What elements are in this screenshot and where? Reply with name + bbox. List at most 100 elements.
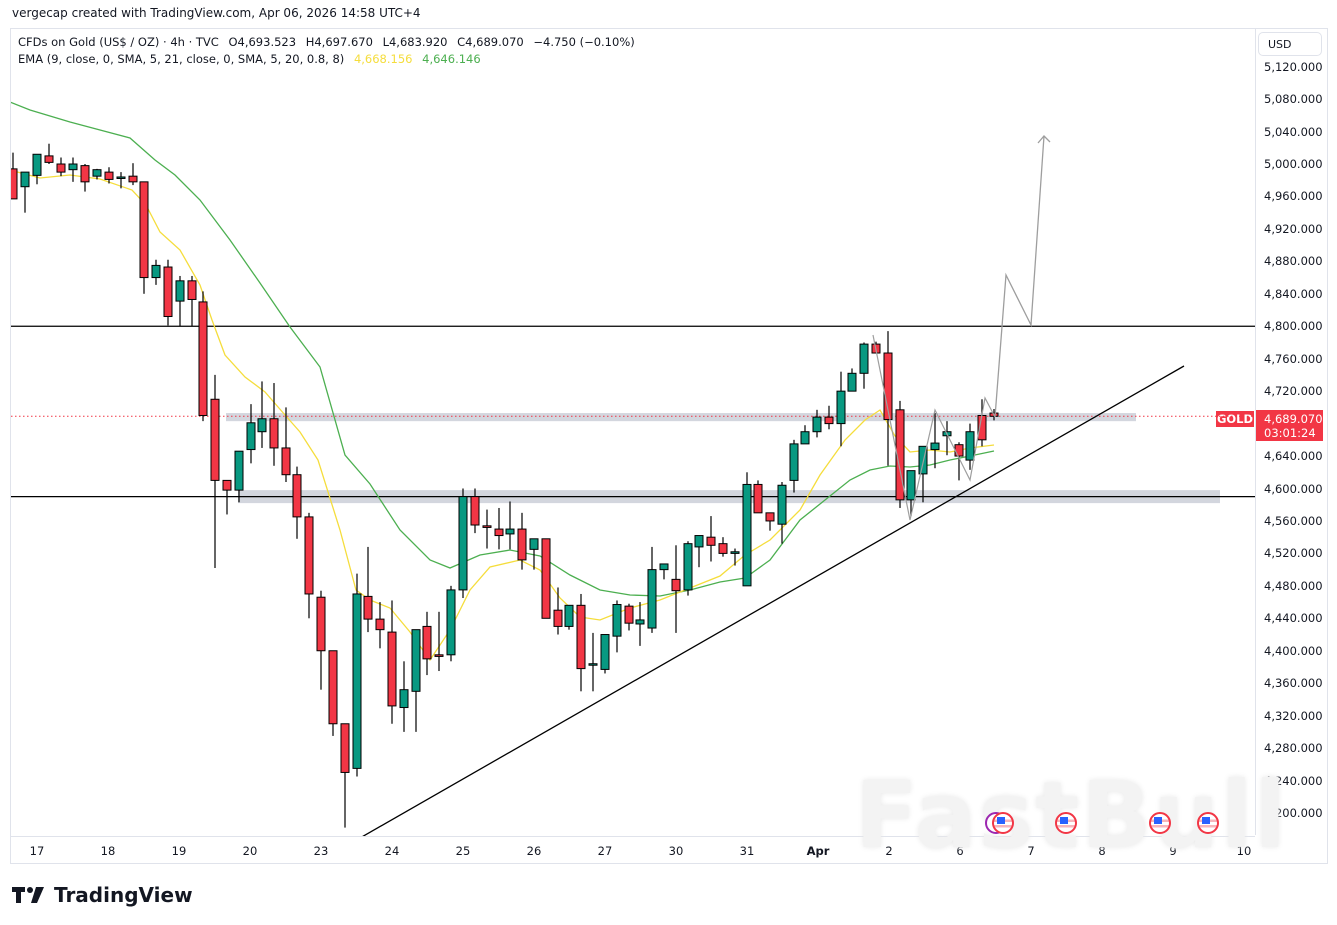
time-tick: 18 [100, 844, 116, 858]
price-tick: 4,600.000 [1264, 481, 1323, 496]
tradingview-logo-icon [12, 887, 44, 903]
candle-down [387, 631, 397, 707]
time-tick: 17 [29, 844, 45, 858]
price-tick: 4,840.000 [1264, 286, 1323, 301]
candle-up [683, 543, 693, 591]
candle-up [234, 450, 244, 491]
price-tick: 4,720.000 [1264, 384, 1323, 399]
candle-down [422, 625, 432, 660]
time-tick: 30 [668, 844, 684, 858]
currency-button[interactable]: USD [1258, 32, 1322, 56]
candle-down [363, 595, 373, 620]
candle-down [56, 163, 66, 173]
us-economic-event-icon[interactable] [1197, 812, 1219, 834]
us-economic-event-icon[interactable] [1149, 812, 1171, 834]
candle-up [588, 663, 598, 666]
time-axis[interactable] [10, 836, 1255, 864]
price-tick: 4,320.000 [1264, 708, 1323, 723]
price-axis[interactable] [1255, 29, 1328, 835]
symbol-row[interactable]: CFDs on Gold (US$ / OZ) · 4h · TVC O4,69… [18, 34, 641, 51]
time-tick: 2 [885, 844, 893, 858]
price-tick: 5,000.000 [1264, 157, 1323, 171]
us-economic-event-icon[interactable] [1055, 812, 1077, 834]
projection-arrow-icon [1037, 135, 1051, 144]
symbol-name[interactable]: CFDs on Gold (US$ / OZ) · 4h · TVC [18, 35, 219, 49]
indicator-row[interactable]: EMA (9, close, 0, SMA, 5, 21, close, 0, … [18, 51, 641, 68]
indicator-name[interactable]: EMA (9, close, 0, SMA, 5, 21, close, 0, … [18, 52, 345, 66]
candle-up [411, 629, 421, 692]
price-tick: 5,040.000 [1264, 124, 1323, 139]
candle-down [624, 605, 634, 624]
candle-up [742, 483, 752, 587]
ema-slow-value: 4,646.146 [422, 52, 481, 66]
candle-down [470, 496, 480, 526]
us-economic-event-icon[interactable] [992, 812, 1014, 834]
candle-down [895, 409, 905, 501]
candle-up [505, 528, 515, 535]
price-tick: 4,920.000 [1264, 221, 1323, 236]
price-tick: 4,640.000 [1264, 449, 1323, 464]
candle-up [175, 280, 185, 302]
candle-up [635, 619, 645, 625]
bar-countdown: 03:01:24 [1264, 426, 1316, 440]
time-tick: 19 [171, 844, 187, 858]
price-tick: 4,440.000 [1264, 611, 1323, 626]
candle-up [965, 431, 975, 461]
candle-down [553, 609, 563, 627]
candle-down [139, 181, 149, 279]
candle-up [446, 589, 456, 656]
tradingview-wordmark: TradingView [54, 883, 193, 907]
candle-down [375, 618, 385, 631]
candle-up [659, 563, 669, 571]
price-tick: 4,200.000 [1264, 806, 1323, 820]
plot-layer [11, 101, 1255, 836]
price-tick: 4,280.000 [1264, 741, 1323, 756]
candle-down [128, 175, 138, 183]
candle-up [352, 593, 362, 769]
candle-up [777, 484, 787, 525]
candle-down [80, 165, 90, 183]
candle-down [163, 266, 173, 318]
last-price-value: 4,689.070 [1264, 412, 1323, 426]
price-tick: 4,960.000 [1264, 189, 1323, 204]
candle-up [529, 538, 539, 550]
ohlc-close: C4,689.070 [457, 35, 524, 49]
price-tick: 5,080.000 [1264, 92, 1323, 107]
time-tick: 25 [455, 844, 471, 858]
ascending-trendline [362, 365, 1185, 836]
tradingview-branding[interactable]: TradingView [12, 883, 193, 907]
candle-down [576, 604, 586, 670]
candle-up [564, 604, 574, 627]
chart-legend: CFDs on Gold (US$ / OZ) · 4h · TVC O4,69… [18, 34, 641, 68]
candle-down [824, 416, 834, 425]
candle-down [671, 578, 681, 592]
candle-up [789, 443, 799, 481]
time-tick: 31 [739, 844, 755, 858]
price-tick: 4,520.000 [1264, 546, 1323, 561]
candle-up [68, 163, 78, 171]
chart-frame [10, 28, 1328, 864]
candle-up [836, 390, 846, 425]
candle-down [765, 512, 775, 522]
candle-down [44, 155, 54, 163]
candle-down [517, 528, 527, 561]
candle-down [198, 301, 208, 416]
candle-up [600, 634, 610, 670]
time-tick: 26 [526, 844, 542, 858]
ohlc-open: O4,693.523 [228, 35, 297, 49]
price-tick: 4,760.000 [1264, 351, 1323, 366]
time-tick: 24 [384, 844, 400, 858]
candle-up [694, 535, 704, 548]
candle-down [340, 723, 350, 773]
candle-down [11, 168, 18, 200]
candle-up [20, 171, 30, 188]
price-tick: 4,480.000 [1264, 578, 1323, 593]
candle-up [647, 569, 657, 629]
candle-down [316, 596, 326, 652]
price-tick: 4,880.000 [1264, 254, 1323, 269]
time-tick: Apr [806, 844, 830, 858]
candle-up [800, 431, 810, 445]
chart-credit: vergecap created with TradingView.com, A… [12, 6, 421, 20]
candle-up [92, 169, 102, 177]
